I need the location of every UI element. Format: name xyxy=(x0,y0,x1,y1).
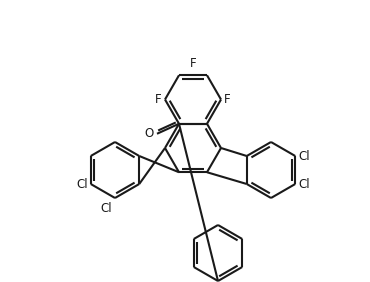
Text: F: F xyxy=(155,93,162,106)
Text: Cl: Cl xyxy=(298,149,310,162)
Text: Cl: Cl xyxy=(76,177,88,191)
Text: F: F xyxy=(190,57,196,70)
Text: F: F xyxy=(224,93,231,106)
Text: Cl: Cl xyxy=(100,202,112,215)
Text: Cl: Cl xyxy=(298,177,310,191)
Text: O: O xyxy=(145,127,154,140)
